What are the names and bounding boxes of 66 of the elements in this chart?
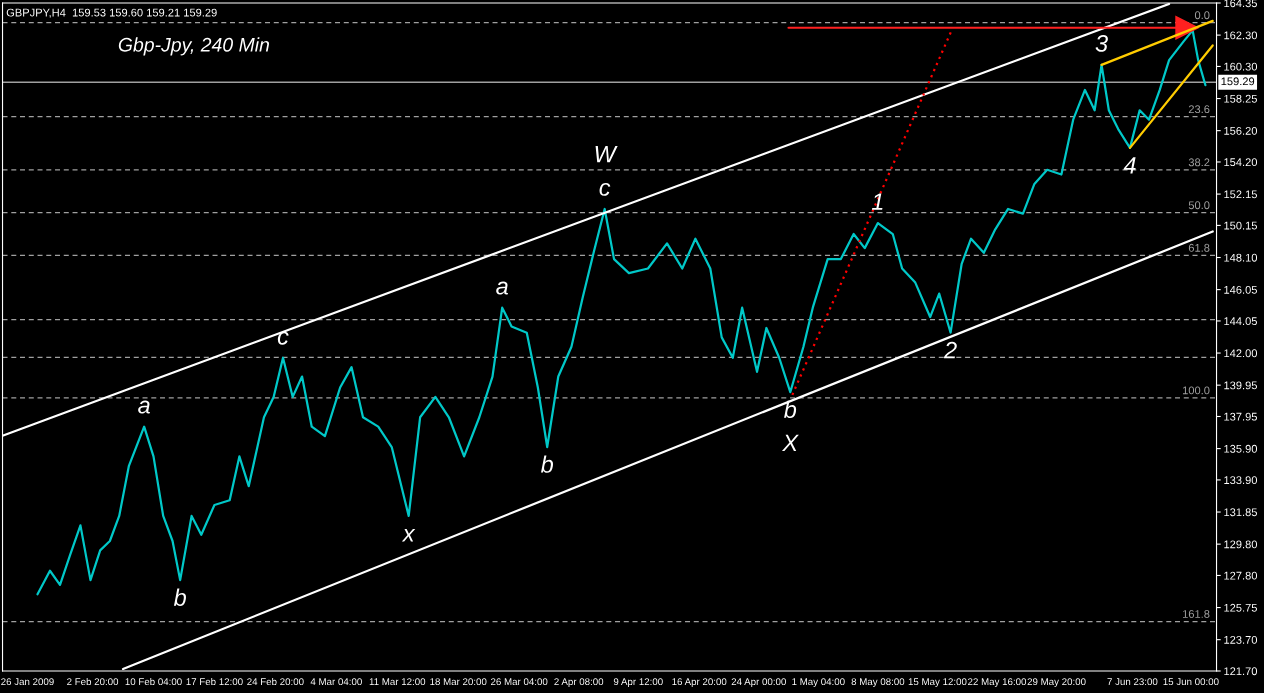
annotation: 61.8 (1188, 243, 1210, 252)
x-tick-label: 15 Jun 00:00 (1163, 678, 1219, 686)
y-tick-label: 125.75 (1224, 603, 1257, 612)
x-tick-label: 10 Feb 04:00 (125, 677, 182, 686)
chart-title: GBPJPY,H4 159.53 159.60 159.21 159.29 (6, 8, 217, 18)
annotation: X (781, 434, 799, 452)
x-tick-label: 16 Apr 20:00 (672, 678, 727, 688)
y-tick-label: 160.30 (1224, 62, 1258, 71)
y-tick-label: 137.95 (1224, 412, 1257, 421)
y-tick-label: 123.70 (1224, 635, 1258, 644)
y-tick-label: 131.85 (1224, 508, 1257, 517)
annotation: x (401, 529, 416, 542)
y-tick-label: 121.70 (1224, 667, 1258, 676)
x-tick-label: 24 Apr 00:00 (731, 678, 786, 688)
x-tick-label: 1 May 04:00 (792, 678, 845, 688)
annotation: 2 (943, 341, 957, 359)
x-tick-label: 26 Jan 2009 (1, 678, 54, 686)
annotation: 50.0 (1188, 201, 1210, 210)
x-tick-label: 22 May 16:00 (968, 678, 1027, 688)
ref-line-label: 159.29 (1221, 77, 1255, 86)
annotation: b (173, 588, 186, 606)
y-tick-label: 135.90 (1224, 444, 1258, 453)
y-tick-label: 154.20 (1224, 158, 1258, 167)
y-tick-label: 148.10 (1224, 253, 1258, 262)
x-tick-label: 29 May 20:00 (1027, 678, 1086, 688)
y-tick-label: 129.80 (1224, 540, 1258, 549)
annotation: c (599, 182, 611, 196)
y-tick-label: 127.80 (1224, 571, 1258, 580)
annotation: 0.0 (1194, 11, 1210, 20)
annotation: 100.0 (1182, 386, 1210, 395)
y-tick-label: 133.90 (1224, 476, 1258, 485)
x-tick-label: 24 Feb 20:00 (247, 677, 304, 686)
x-tick-label: 9 Apr 12:00 (613, 678, 663, 688)
x-tick-label: 18 Mar 20:00 (430, 678, 487, 686)
annotation: W (595, 146, 618, 163)
y-tick-label: 144.05 (1224, 317, 1257, 326)
annotation: 4 (1123, 157, 1136, 174)
y-tick-label: 162.30 (1224, 31, 1258, 40)
y-tick-label: 152.15 (1224, 190, 1257, 199)
x-tick-label: 26 Mar 04:00 (491, 678, 548, 686)
x-tick-label: 2 Apr 08:00 (554, 678, 604, 688)
y-tick-label: 150.15 (1224, 221, 1257, 230)
x-tick-label: 17 Feb 12:00 (186, 677, 243, 686)
y-tick-label: 146.05 (1224, 285, 1257, 294)
y-tick-label: 164.35 (1224, 0, 1257, 8)
annotation: a (138, 400, 150, 414)
y-tick-label: 142.00 (1224, 349, 1258, 358)
y-tick-label: 158.25 (1224, 94, 1257, 103)
annotation: 1 (871, 193, 883, 210)
y-tick-label: 156.20 (1224, 126, 1258, 135)
x-tick-label: 4 Mar 04:00 (310, 678, 362, 686)
annotation: b (784, 400, 797, 418)
annotation: b (540, 455, 554, 473)
annotation: 23.6 (1188, 105, 1210, 114)
x-tick-label: 7 Jun 23:00 (1107, 678, 1158, 686)
annotation: 38.2 (1188, 158, 1210, 167)
text: Gbp-Jpy, 240 Min (118, 37, 270, 56)
x-tick-label: 15 May 12:00 (908, 678, 967, 688)
x-tick-label: 11 Mar 12:00 (369, 678, 426, 686)
annotation: c (277, 331, 289, 345)
annotation: 3 (1095, 35, 1108, 52)
annotation: a (496, 281, 508, 295)
x-tick-label: 8 May 08:00 (851, 678, 905, 688)
annotation: 161.8 (1182, 610, 1210, 618)
y-tick-label: 139.95 (1224, 381, 1257, 390)
x-tick-label: 2 Feb 20:00 (67, 677, 119, 686)
